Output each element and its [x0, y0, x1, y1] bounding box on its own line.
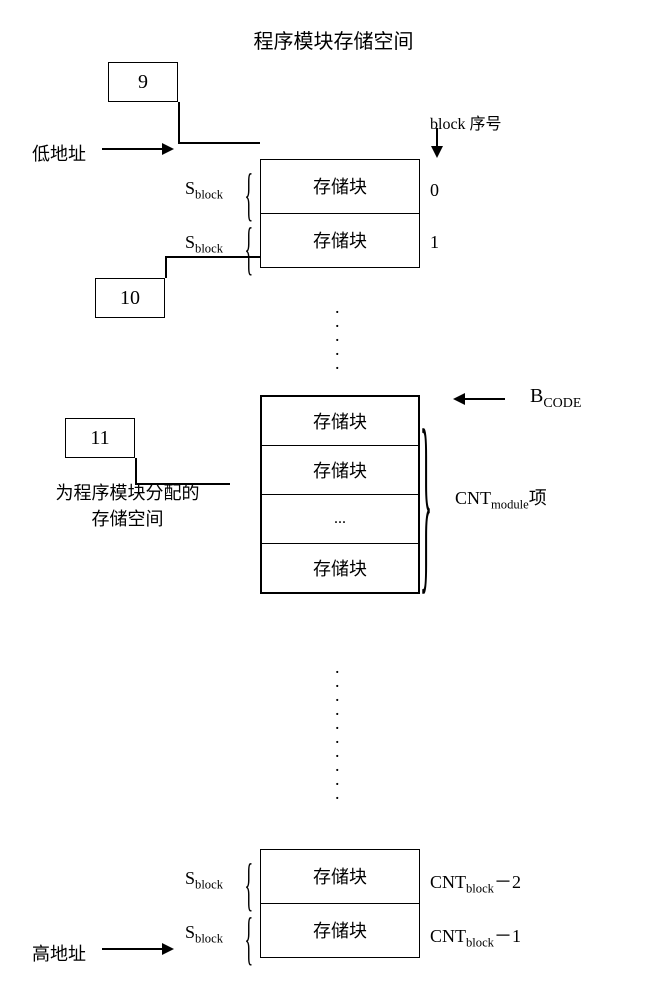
- module-description: 为程序模块分配的存储空间: [40, 480, 215, 532]
- storage-block-last1: 存储块: [260, 903, 420, 958]
- brace-icon: {: [244, 904, 253, 972]
- block-index-last2: CNTblock－2: [430, 868, 521, 897]
- module-block-dots: ...: [261, 494, 419, 544]
- sblock-label-1: Sblock: [185, 232, 223, 257]
- block-index-0: 0: [430, 180, 439, 201]
- module-block-bot: 存储块: [261, 543, 419, 593]
- annotation-9-line-h: [178, 142, 260, 144]
- high-address-arrow: [102, 948, 172, 950]
- page-title: 程序模块存储空间: [254, 25, 414, 54]
- annotation-10-line-h: [165, 256, 260, 258]
- annotation-10-box: 10: [95, 278, 165, 318]
- storage-block-0: 存储块: [260, 159, 420, 214]
- sblock-label-last1: Sblock: [185, 922, 223, 947]
- low-address-label: 低地址: [32, 140, 86, 166]
- vertical-ellipsis-1: .....: [335, 300, 340, 370]
- vertical-ellipsis-2: ..........: [335, 660, 340, 800]
- cnt-module-brace-icon: }: [420, 383, 432, 615]
- block-sequence-arrow: [436, 128, 438, 156]
- annotation-11-box: 11: [65, 418, 135, 458]
- block-index-last1: CNTblock－1: [430, 922, 521, 951]
- annotation-9-line-v: [178, 102, 180, 142]
- sblock-label-0: Sblock: [185, 178, 223, 203]
- storage-block-last2: 存储块: [260, 849, 420, 904]
- annotation-10-line-v: [165, 256, 167, 278]
- module-block-mid: 存储块: [261, 445, 419, 495]
- brace-icon: {: [244, 214, 253, 282]
- block-index-1: 1: [430, 232, 439, 253]
- high-address-label: 高地址: [32, 940, 86, 966]
- bcode-label: BCODE: [530, 385, 581, 412]
- annotation-9-box: 9: [108, 62, 178, 102]
- module-storage-region: 存储块 存储块 ... 存储块: [260, 395, 420, 594]
- low-address-arrow: [102, 148, 172, 150]
- module-block-top: 存储块: [261, 396, 419, 446]
- storage-block-1: 存储块: [260, 213, 420, 268]
- block-sequence-label: block 序号: [430, 110, 502, 134]
- bcode-arrow: [455, 398, 505, 400]
- sblock-label-last2: Sblock: [185, 868, 223, 893]
- cnt-module-label: CNTmodule项: [455, 484, 547, 513]
